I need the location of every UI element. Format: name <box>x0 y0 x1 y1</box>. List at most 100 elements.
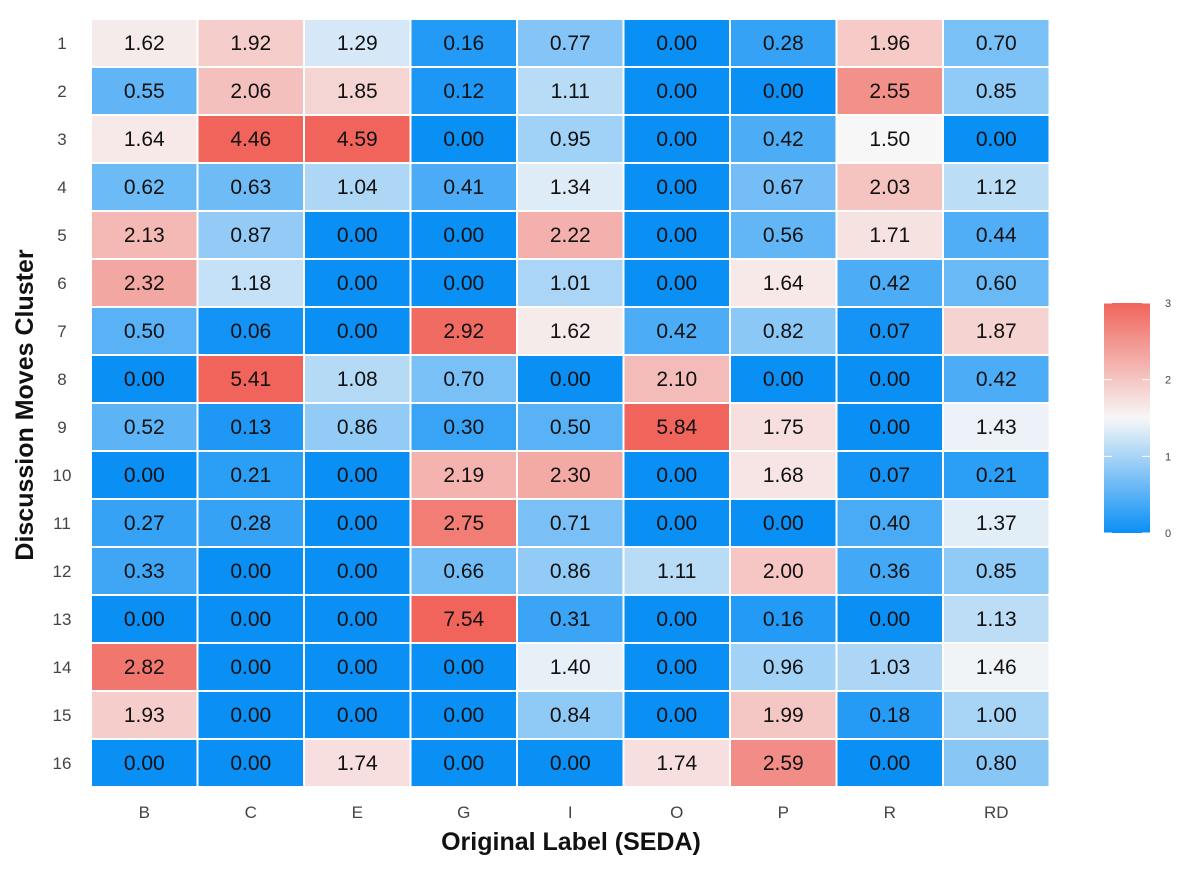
cell-value-label: 1.29 <box>337 32 378 55</box>
y-tick-label: 13 <box>53 610 72 629</box>
cell-value-label: 0.00 <box>337 512 378 535</box>
heatmap-cell <box>622 690 731 740</box>
cell-value-label: 0.00 <box>443 656 484 679</box>
cell-value-label: 2.03 <box>869 176 910 199</box>
x-tick-label: E <box>352 803 363 822</box>
heatmap-cell <box>622 354 731 404</box>
cell-value-label: 0.00 <box>656 80 697 103</box>
heatmap-cell <box>622 546 731 596</box>
heatmap-cell <box>90 402 199 452</box>
heatmap-cell <box>516 498 625 548</box>
cell-value-label: 0.30 <box>443 416 484 439</box>
cell-value-label: 1.85 <box>337 80 378 103</box>
x-tick-label: RD <box>984 803 1009 822</box>
heatmap-cell <box>942 642 1051 692</box>
heatmap-cell <box>90 258 199 308</box>
cell-value-label: 1.74 <box>656 752 697 775</box>
heatmap-cell <box>729 738 838 788</box>
heatmap-cell <box>409 546 518 596</box>
cell-value-label: 1.40 <box>550 656 591 679</box>
cell-value-label: 0.00 <box>337 464 378 487</box>
heatmap-cell <box>303 450 412 500</box>
cell-value-label: 4.46 <box>230 128 271 151</box>
heatmap-cell <box>516 306 625 356</box>
heatmap-cell <box>409 258 518 308</box>
x-tick-label: I <box>568 803 573 822</box>
heatmap-cell <box>835 450 944 500</box>
cell-value-label: 0.50 <box>550 416 591 439</box>
heatmap-cell <box>90 210 199 260</box>
cell-value-label: 0.00 <box>337 656 378 679</box>
cell-value-label: 0.00 <box>230 608 271 631</box>
cell-value-label: 0.42 <box>656 320 697 343</box>
cell-value-label: 1.93 <box>124 704 165 727</box>
heatmap-cell <box>303 114 412 164</box>
y-tick-label: 6 <box>57 274 66 293</box>
y-axis-title: Discussion Moves Cluster <box>11 249 39 560</box>
cell-value-label: 0.00 <box>869 368 910 391</box>
y-tick-label: 11 <box>53 514 71 533</box>
heatmap-cell <box>90 498 199 548</box>
heatmap-cell <box>303 690 412 740</box>
heatmap-cell <box>196 642 305 692</box>
cell-value-label: 0.07 <box>869 320 910 343</box>
heatmap-cell <box>516 66 625 116</box>
cell-value-label: 0.95 <box>550 128 591 151</box>
heatmap-cell <box>196 114 305 164</box>
heatmap-cell <box>409 354 518 404</box>
cell-value-label: 0.67 <box>763 176 804 199</box>
heatmap-cell <box>409 642 518 692</box>
y-tick-label: 5 <box>57 226 66 245</box>
heatmap-cell <box>196 18 305 68</box>
cell-value-label: 0.36 <box>869 560 910 583</box>
cell-value-label: 0.13 <box>230 416 271 439</box>
cell-value-label: 1.68 <box>763 464 804 487</box>
y-tick-label: 1 <box>57 34 66 53</box>
heatmap-cell <box>942 738 1051 788</box>
cell-value-label: 1.46 <box>976 656 1017 679</box>
heatmap-cell <box>516 114 625 164</box>
x-tick-label: O <box>670 803 683 822</box>
cell-value-label: 0.80 <box>976 752 1017 775</box>
cell-value-label: 0.00 <box>337 224 378 247</box>
cell-value-label: 1.62 <box>550 320 591 343</box>
cell-value-label: 0.85 <box>976 560 1017 583</box>
cell-value-label: 0.00 <box>337 704 378 727</box>
heatmap-cell <box>516 354 625 404</box>
cell-value-label: 0.41 <box>443 176 484 199</box>
cell-value-label: 0.00 <box>656 224 697 247</box>
heatmap-cell <box>196 738 305 788</box>
cell-value-label: 0.00 <box>337 560 378 583</box>
cell-value-label: 1.00 <box>976 704 1017 727</box>
cell-value-label: 0.60 <box>976 272 1017 295</box>
cell-value-label: 0.06 <box>230 320 271 343</box>
x-tick-label: G <box>457 803 470 822</box>
cell-value-label: 0.00 <box>443 272 484 295</box>
heatmap-cell <box>942 450 1051 500</box>
heatmap-cell <box>409 162 518 212</box>
cell-value-label: 0.00 <box>656 704 697 727</box>
cell-value-label: 2.59 <box>763 752 804 775</box>
cell-value-label: 1.74 <box>337 752 378 775</box>
cell-value-label: 1.96 <box>869 32 910 55</box>
cell-value-label: 2.06 <box>230 80 271 103</box>
heatmap-cell <box>942 258 1051 308</box>
cell-value-label: 0.00 <box>656 176 697 199</box>
x-tick-labels: B C E G I O P R RD <box>139 803 1009 822</box>
cell-value-label: 2.19 <box>443 464 484 487</box>
heatmap-cell <box>409 402 518 452</box>
cell-value-label: 0.00 <box>337 272 378 295</box>
y-tick-label: 10 <box>53 466 72 485</box>
heatmap-cell <box>622 450 731 500</box>
cell-value-label: 0.00 <box>443 224 484 247</box>
x-tick-label: B <box>139 803 150 822</box>
cell-value-label: 0.00 <box>869 608 910 631</box>
cell-value-label: 7.54 <box>443 608 484 631</box>
heatmap-cell <box>90 306 199 356</box>
heatmap-cell <box>729 66 838 116</box>
cell-value-label: 1.99 <box>763 704 804 727</box>
heatmap-cell <box>942 66 1051 116</box>
heatmap-cell <box>835 258 944 308</box>
cell-value-label: 0.40 <box>869 512 910 535</box>
